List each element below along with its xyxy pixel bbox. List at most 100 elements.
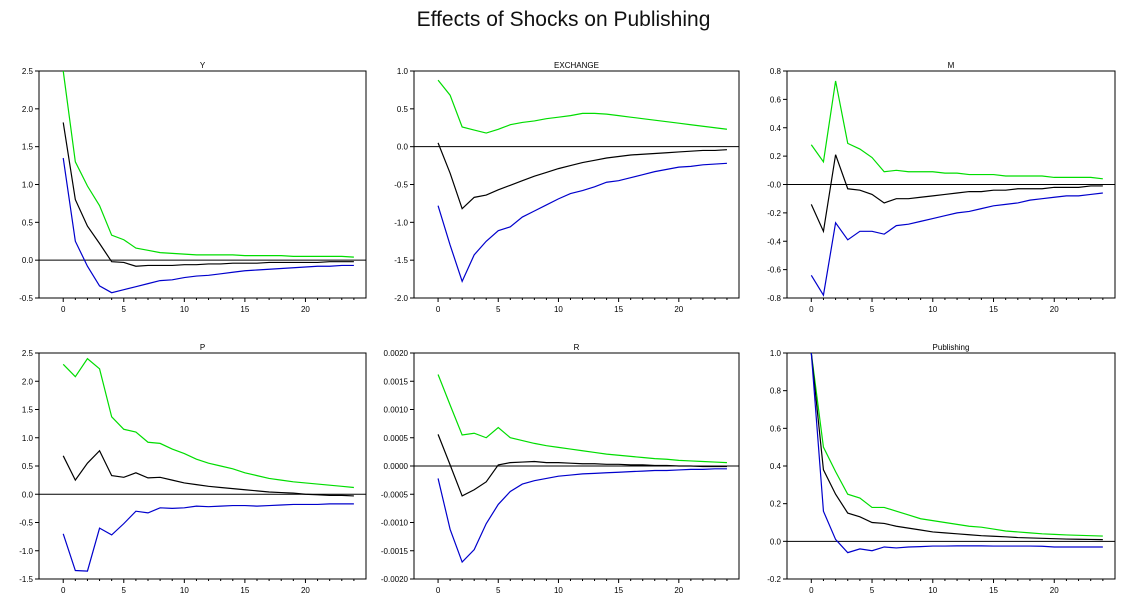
- chart-title: P: [200, 343, 205, 352]
- y-tick-label: 0.8: [770, 387, 782, 396]
- series-line-lower: [438, 469, 727, 562]
- x-tick-label: 15: [240, 586, 249, 595]
- series-line-upper: [63, 359, 354, 488]
- x-tick-label: 0: [809, 586, 814, 595]
- chart-title: M: [948, 61, 955, 70]
- y-tick-label: 2.0: [22, 105, 34, 114]
- x-tick-label: 20: [1050, 305, 1059, 314]
- y-tick-label: 1.0: [770, 349, 782, 358]
- y-tick-label: 0.0: [397, 143, 409, 152]
- chart-title: Y: [200, 61, 206, 70]
- chart-panel-1: Y -0.5 0.0 0.5 1.0 1.5 2.0 2.5 0 5 10 15 20: [19, 61, 366, 314]
- chart-panel-2: EXCHANGE -2.0 -1.5 -1.0 -0.5 0.0 0.5 1.0 0 5 10 15 2…: [394, 61, 739, 314]
- y-tick-label: -0.5: [19, 294, 33, 303]
- series-line-center: [438, 143, 727, 209]
- y-tick-label: -0.5: [19, 519, 33, 528]
- plot-frame: [414, 71, 739, 298]
- y-tick-label: -0.0005: [381, 490, 409, 499]
- y-tick-label: 0.6: [770, 424, 782, 433]
- plot-frame: [787, 353, 1115, 579]
- y-tick-label: 1.0: [22, 181, 34, 190]
- y-tick-label: -0.5: [394, 181, 408, 190]
- x-tick-label: 10: [928, 586, 937, 595]
- x-tick-label: 10: [928, 305, 937, 314]
- y-tick-label: 0.0005: [384, 434, 409, 443]
- x-tick-label: 0: [61, 305, 66, 314]
- y-tick-label: 0.8: [770, 67, 782, 76]
- y-tick-label: -2.0: [394, 294, 408, 303]
- x-tick-label: 5: [496, 586, 501, 595]
- y-tick-label: 1.0: [22, 434, 34, 443]
- y-tick-label: 0.0: [770, 537, 782, 546]
- series-line-center: [811, 353, 1103, 540]
- x-tick-label: 20: [674, 586, 683, 595]
- y-tick-label: 0.0015: [384, 377, 409, 386]
- x-tick-label: 15: [989, 586, 998, 595]
- series-line-center: [63, 451, 354, 496]
- y-tick-label: -0.8: [767, 294, 781, 303]
- series-line-lower: [438, 163, 727, 281]
- x-tick-label: 10: [180, 305, 189, 314]
- x-tick-label: 10: [554, 305, 563, 314]
- x-tick-label: 20: [1050, 586, 1059, 595]
- y-tick-label: 0.0: [22, 256, 34, 265]
- y-tick-label: 0.0000: [384, 462, 409, 471]
- y-tick-label: -1.0: [19, 547, 33, 556]
- x-tick-label: 20: [674, 305, 683, 314]
- x-tick-label: 5: [496, 305, 501, 314]
- y-tick-label: 0.0010: [384, 406, 409, 415]
- x-tick-label: 0: [436, 305, 441, 314]
- series-line-upper: [438, 374, 727, 462]
- x-tick-label: 5: [122, 586, 127, 595]
- chart-title: EXCHANGE: [554, 61, 599, 70]
- series-line-lower: [811, 353, 1103, 553]
- y-tick-label: 0.0020: [384, 349, 409, 358]
- series-line-center: [438, 434, 727, 496]
- chart-title: Publishing: [933, 343, 970, 352]
- y-tick-label: -1.5: [394, 256, 408, 265]
- x-tick-label: 15: [614, 586, 623, 595]
- y-tick-label: 1.5: [22, 406, 34, 415]
- y-tick-label: 2.5: [22, 349, 34, 358]
- y-tick-label: 0.6: [770, 95, 782, 104]
- x-tick-label: 0: [61, 586, 66, 595]
- chart-panel-4: P -1.5 -1.0 -0.5 0.0 0.5 1.0 1.5 2.0 2.5 0 5 10 15 20: [19, 343, 366, 595]
- y-tick-label: 0.0: [22, 490, 34, 499]
- series-line-upper: [438, 80, 727, 133]
- y-tick-label: 1.5: [22, 143, 34, 152]
- y-tick-label: -0.2: [767, 209, 781, 218]
- y-tick-label: 0.2: [770, 500, 782, 509]
- y-tick-label: 0.5: [397, 105, 409, 114]
- x-tick-label: 15: [240, 305, 249, 314]
- chart-panel-5: R -0.0020 -0.0015 -0.0010 -0.0005 0.0000 0.000…: [381, 343, 739, 595]
- y-tick-label: 0.5: [22, 462, 34, 471]
- series-line-center: [811, 155, 1103, 232]
- y-tick-label: 0.2: [770, 152, 782, 161]
- series-line-lower: [63, 504, 354, 571]
- series-line-upper: [811, 353, 1103, 536]
- y-tick-label: -0.2: [767, 575, 781, 584]
- y-tick-label: -0.0010: [381, 519, 409, 528]
- y-tick-label: 0.4: [770, 124, 782, 133]
- series-line-center: [63, 122, 354, 266]
- x-tick-label: 15: [989, 305, 998, 314]
- chart-panel-3: M -0.8 -0.6 -0.4 -0.2 -0.0 0.2 0.4 0.6 0.8 0 5 10 15 2…: [767, 61, 1115, 314]
- x-tick-label: 10: [180, 586, 189, 595]
- y-tick-label: -0.0015: [381, 547, 409, 556]
- x-tick-label: 0: [436, 586, 441, 595]
- series-line-upper: [811, 81, 1103, 179]
- series-line-lower: [63, 158, 354, 293]
- y-tick-label: -0.6: [767, 266, 781, 275]
- y-tick-label: -1.5: [19, 575, 33, 584]
- chart-title: R: [574, 343, 580, 352]
- plot-frame: [39, 353, 366, 579]
- y-tick-label: 1.0: [397, 67, 409, 76]
- series-line-lower: [811, 193, 1103, 295]
- x-tick-label: 5: [870, 305, 875, 314]
- x-tick-label: 5: [870, 586, 875, 595]
- chart-panel-6: Publishing -0.2 0.0 0.2 0.4 0.6 0.8 1.0 0 5 10 15 20: [767, 343, 1115, 595]
- y-tick-label: 2.5: [22, 67, 34, 76]
- x-tick-label: 0: [809, 305, 814, 314]
- x-tick-label: 10: [554, 586, 563, 595]
